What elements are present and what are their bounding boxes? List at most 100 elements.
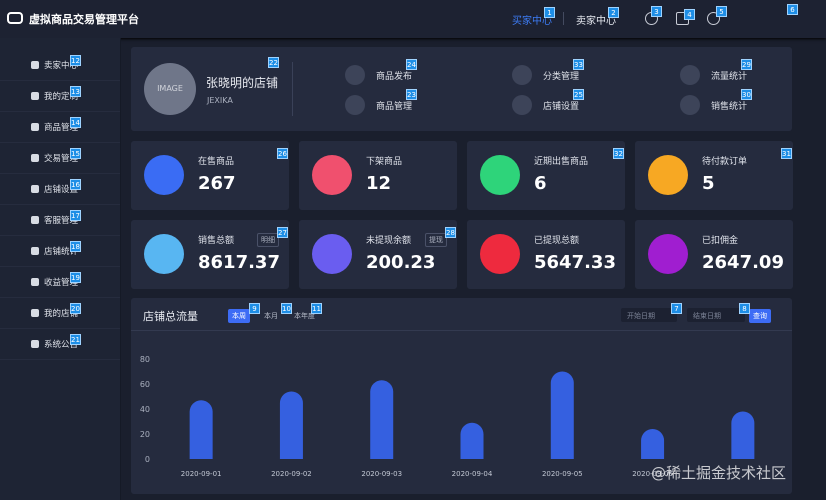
link-icon (680, 65, 700, 85)
sidebar-divider (0, 235, 120, 236)
nav-icon (31, 123, 39, 131)
stat-label: 销售总额 (198, 236, 235, 246)
period-tab[interactable]: 本月 (264, 312, 278, 320)
query-button[interactable]: 查询 (749, 309, 771, 323)
sidebar-item[interactable]: 店铺统计 (44, 247, 79, 257)
quick-link[interactable]: 分类管理 (543, 72, 580, 82)
sidebar-divider (0, 359, 120, 360)
sidebar-item[interactable]: 店铺设置 (44, 185, 79, 195)
marker-tag: 15 (70, 148, 81, 159)
sidebar (0, 38, 121, 500)
marker-tag: 20 (70, 303, 81, 314)
stat-label: 近期出售商品 (534, 157, 589, 167)
bar (279, 391, 303, 459)
sidebar-item[interactable]: 交易管理 (44, 154, 79, 164)
stat-icon (312, 234, 352, 274)
stat-value: 12 (366, 173, 392, 194)
sidebar-divider (0, 266, 120, 267)
nav-icon (31, 61, 39, 69)
marker-tag: 10 (281, 303, 292, 314)
nav-link[interactable]: 买家中心 (512, 16, 552, 27)
end-date-input[interactable]: 结束日期 (687, 308, 745, 322)
nav-divider (563, 12, 564, 25)
y-tick-label: 60 (140, 380, 150, 389)
link-icon (345, 65, 365, 85)
bar (460, 422, 484, 459)
quick-link[interactable]: 流量统计 (711, 72, 748, 82)
sidebar-item[interactable]: 收益管理 (44, 278, 79, 288)
x-tick-label: 2020-09-02 (271, 470, 312, 478)
sidebar-item[interactable]: 系统公告 (44, 340, 79, 350)
bar (641, 429, 665, 459)
bar (370, 380, 394, 459)
sidebar-divider (0, 80, 120, 81)
bar (550, 371, 574, 459)
stat-label: 在售商品 (198, 157, 235, 167)
stat-button[interactable]: 提现 (425, 233, 447, 247)
period-tab[interactable]: 本年度 (294, 312, 315, 320)
marker-tag: 26 (277, 148, 288, 159)
profile-panel (131, 47, 792, 131)
nav-icon (31, 309, 39, 317)
nav-icon (31, 278, 39, 286)
marker-tag: 19 (70, 272, 81, 283)
sidebar-item[interactable]: 我的定制 (44, 92, 79, 102)
bar (189, 400, 213, 459)
marker-tag: 4 (684, 9, 695, 20)
bell-icon[interactable] (707, 12, 720, 25)
marker-tag: 1 (544, 7, 555, 18)
marker-tag: 32 (613, 148, 624, 159)
nav-icon (31, 340, 39, 348)
marker-tag: 30 (741, 89, 752, 100)
stat-icon (648, 155, 688, 195)
link-icon (512, 95, 532, 115)
sidebar-item[interactable]: 客服管理 (44, 216, 79, 226)
stat-label: 待付款订单 (702, 157, 748, 167)
quick-link[interactable]: 商品管理 (376, 102, 413, 112)
marker-tag: 27 (277, 227, 288, 238)
sidebar-divider (0, 111, 120, 112)
start-date-input[interactable]: 开始日期 (621, 308, 677, 322)
stat-label: 已提现总额 (534, 236, 580, 246)
marker-tag: 9 (249, 303, 260, 314)
period-tab[interactable]: 本周 (228, 309, 250, 323)
stat-button[interactable]: 明细 (257, 233, 279, 247)
shop-subtitle: JEXIKA (207, 96, 233, 105)
marker-tag: 18 (70, 241, 81, 252)
avatar: IMAGE (144, 63, 196, 115)
y-tick-label: 80 (140, 355, 150, 364)
stat-icon (480, 155, 520, 195)
marker-tag: 24 (406, 59, 417, 70)
marker-tag: 8 (739, 303, 750, 314)
bar (731, 411, 755, 459)
nav-icon (31, 216, 39, 224)
sidebar-item[interactable]: 我的店铺 (44, 309, 79, 319)
stat-label: 已扣佣金 (702, 236, 739, 246)
y-tick-label: 20 (140, 430, 150, 439)
marker-tag: 2 (608, 7, 619, 18)
nav-icon (31, 92, 39, 100)
quick-link[interactable]: 商品发布 (376, 72, 413, 82)
marker-tag: 29 (741, 59, 752, 70)
marker-tag: 17 (70, 210, 81, 221)
link-icon (680, 95, 700, 115)
marker-tag: 13 (70, 86, 81, 97)
link-icon (512, 65, 532, 85)
stat-value: 2647.09 (702, 252, 784, 273)
nav-link[interactable]: 卖家中心 (576, 16, 616, 27)
y-tick-label: 40 (140, 405, 150, 414)
stat-value: 6 (534, 173, 547, 194)
divider (131, 330, 792, 331)
marker-tag: 5 (716, 6, 727, 17)
nav-icon (31, 154, 39, 162)
quick-link[interactable]: 店铺设置 (543, 102, 580, 112)
quick-link[interactable]: 销售统计 (711, 102, 748, 112)
sidebar-item[interactable]: 卖家中心 (44, 61, 79, 71)
x-tick-label: 2020-09-06 (632, 470, 673, 478)
sidebar-item[interactable]: 商品管理 (44, 123, 79, 133)
link-icon (345, 95, 365, 115)
marker-tag: 28 (445, 227, 456, 238)
app-title: 虚拟商品交易管理平台 (29, 13, 139, 26)
marker-tag: 31 (781, 148, 792, 159)
